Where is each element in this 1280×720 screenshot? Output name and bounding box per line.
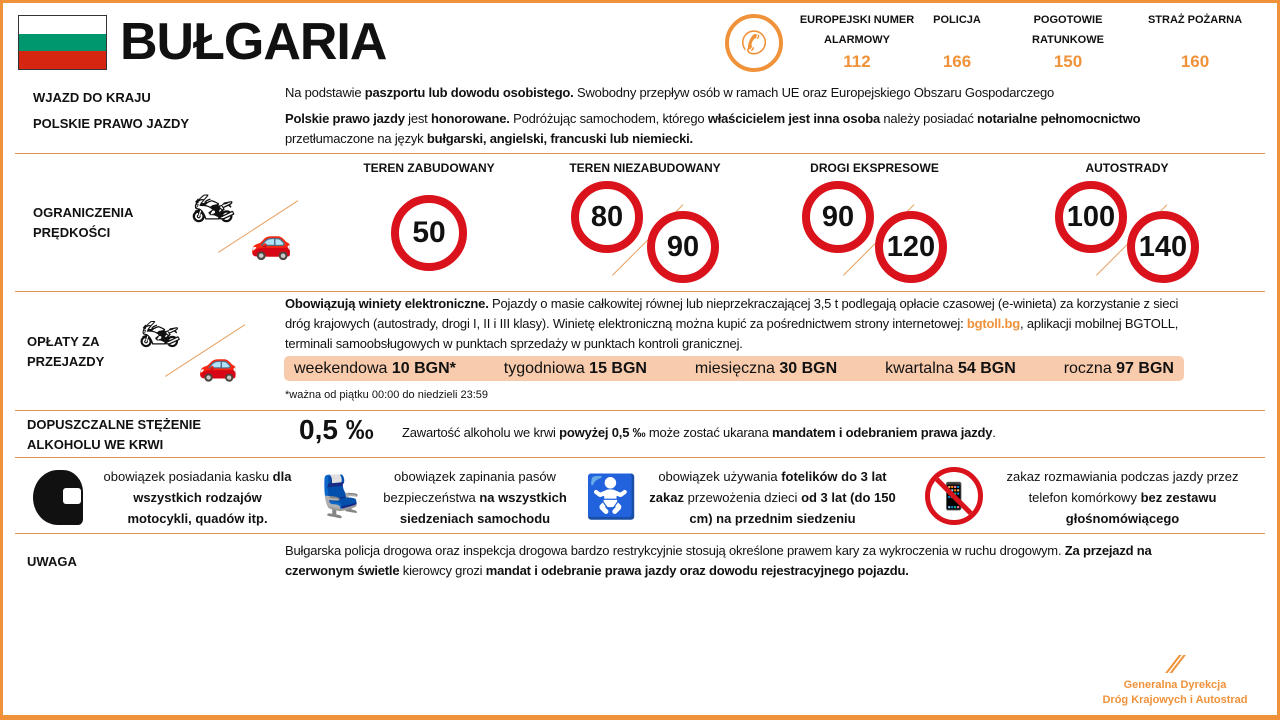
emergency-number: 112	[843, 52, 871, 71]
link-bgtoll[interactable]: bgtoll.bg	[966, 316, 1020, 331]
text-segment: przetłumaczone na język	[285, 131, 427, 146]
text-segment: .	[992, 425, 996, 440]
text-segment: na wszystkich siedzeniach samochodu	[399, 490, 567, 526]
emergency-label: POLICJA	[933, 14, 981, 26]
entry-label: WJAZD DO KRAJU	[33, 90, 151, 105]
rule-phone-text: zakaz rozmawiania podczas jazdy przez te…	[990, 466, 1255, 529]
speed-column-title: DROGI EKSPRESOWE	[810, 161, 939, 175]
alcohol-text: Zawartość alkoholu we krwi powyżej 0,5 ‰…	[402, 423, 1202, 443]
text-segment: fotelików do 3 lat zakaz	[649, 469, 887, 505]
phone-icon: ✆	[725, 14, 783, 72]
text-segment: kierowcy grozi	[399, 563, 486, 578]
text-segment: właścicielem jest inna osoba	[707, 111, 880, 126]
text-segment: dla wszystkich rodzajów motocykli, quadó…	[127, 469, 292, 526]
text-segment: Podróżując samochodem, którego	[509, 111, 708, 126]
no-phone-icon: 📱	[925, 467, 983, 525]
emergency-label: STRAŻ POŻARNA	[1147, 14, 1243, 26]
speed-sign-car: 90	[647, 211, 719, 283]
text-segment: mandatem i odebraniem prawa jazdy	[772, 425, 993, 440]
speed-sign: 50	[391, 195, 467, 271]
text-segment: Zawartość alkoholu we krwi	[402, 425, 560, 440]
car-icon: 🚗	[198, 346, 238, 382]
speed-sign-motorcycle: 100	[1055, 181, 1127, 253]
car-icon: 🚗	[250, 223, 293, 261]
text-segment: Bułgarska policja drogowa oraz inspekcja…	[285, 543, 1065, 558]
motorcycle-icon: 🏍	[140, 316, 181, 352]
speed-sign-car: 120	[875, 211, 947, 283]
entry-text: Na podstawie paszportu lub dowodu osobis…	[285, 83, 1245, 103]
rule-seatbelt-text: obowiązek zapinania pasów bezpieczeństwa…	[370, 466, 580, 529]
text-segment: bez zestawu głośnomówiącego	[1065, 490, 1217, 526]
bulgaria-flag	[18, 15, 107, 70]
speed-sign-motorcycle: 80	[571, 181, 643, 253]
tolls-footnote: *ważna od piątku 00:00 do niedzieli 23:5…	[285, 389, 489, 401]
alcohol-limit: 0,5 ‰	[299, 414, 374, 445]
text-segment: należy posiadać	[879, 111, 978, 126]
text-segment: powyżej 0,5 ‰	[559, 425, 646, 440]
text-segment: Za przejazd na czerwonym świetle	[285, 543, 1152, 578]
license-text: Polskie prawo jazdy jest honorowane. Pod…	[285, 109, 1185, 149]
text-segment: Pojazdy o masie całkowitej równej lub ni…	[285, 296, 1179, 331]
vignette-item: roczna 97 BGN	[1063, 359, 1174, 377]
speed-sign-car: 140	[1127, 211, 1199, 283]
text-segment: może zostać ukarana	[645, 425, 773, 440]
speed-column-title: AUTOSTRADY	[1085, 161, 1169, 175]
speed-column-title: TEREN NIEZABUDOWANY	[569, 161, 721, 175]
text-segment: zakaz rozmawiania podczas jazdy przez te…	[1006, 469, 1239, 505]
rule-helmet-text: obowiązek posiadania kasku dla wszystkic…	[100, 466, 295, 529]
rule-child-seat-text: obowiązek używania fotelików do 3 lat za…	[640, 466, 905, 529]
license-label: POLSKIE PRAWO JAZDY	[33, 116, 190, 131]
text-segment: Obowiązują winiety elektroniczne.	[285, 296, 489, 311]
seatbelt-icon: 💺	[316, 475, 366, 519]
tolls-text: Obowiązują winiety elektroniczne. Pojazd…	[285, 294, 1205, 354]
emergency-number: 160	[1180, 52, 1210, 71]
text-segment: bułgarski, angielski, francuski lub niem…	[426, 131, 693, 146]
text-segment: Na podstawie	[285, 85, 365, 100]
speed-sign-motorcycle: 90	[802, 181, 874, 253]
text-segment: obowiązek używania	[658, 469, 782, 484]
child-seat-icon: 🚼	[585, 473, 638, 520]
text-segment: mandat i odebranie prawa jazdy oraz dowo…	[485, 563, 909, 578]
note-label: UWAGA	[27, 554, 77, 569]
tolls-label: OPŁATY ZA PRZEJAZDY	[27, 334, 105, 369]
text-segment: , aplikacji mobilnej BGTOLL, terminali s…	[285, 316, 1179, 351]
vignette-item: tygodniowa 15 BGN	[503, 359, 647, 377]
speed-label: OGRANICZENIA PRĘDKOŚCI	[33, 205, 133, 240]
text-segment: obowiązek posiadania kasku	[103, 469, 273, 484]
vignette-prices: weekendowa 10 BGN* tygodniowa 15 BGN miesi…	[284, 356, 1184, 381]
text-segment: od 3 lat (do 150 cm) na przednim siedzen…	[689, 490, 896, 526]
emergency-number: 150	[1053, 52, 1083, 71]
gddkia-logo: ⁄⁄ Generalna Dyrekcja Dróg Krajowych i A…	[1090, 650, 1260, 708]
text-segment: obowiązek zapinania pasów bezpieczeństwa	[383, 469, 556, 505]
note-text: Bułgarska policja drogowa oraz inspekcja…	[285, 541, 1185, 581]
logo-mark-icon: ⁄⁄	[1170, 649, 1180, 679]
text-segment: paszportu lub dowodu osobistego.	[364, 85, 574, 100]
speed-column-title: TEREN ZABUDOWANY	[363, 161, 495, 175]
vignette-item: miesięczna 30 BGN	[694, 359, 838, 377]
text-segment: honorowane.	[431, 111, 510, 126]
country-title: BUŁGARIA	[120, 13, 387, 71]
motorcycle-icon: 🏍	[192, 190, 236, 228]
emergency-label: POGOTOWIE RATUNKOWE	[1032, 14, 1104, 46]
vignette-item: kwartalna 54 BGN	[885, 359, 1016, 377]
emergency-label: EUROPEJSKI NUMER ALARMOWY	[799, 14, 915, 46]
emergency-number: 166	[942, 52, 972, 71]
alcohol-label: DOPUSZCZALNE STĘŻENIE ALKOHOLU WE KRWI	[27, 417, 202, 452]
text-segment: Polskie prawo jazdy	[285, 111, 405, 126]
vignette-item: weekendowa 10 BGN*	[294, 359, 456, 377]
text-segment: Swobodny przepływ osób w ramach UE oraz …	[573, 85, 1055, 100]
helmet-icon	[33, 470, 83, 525]
text-segment: jest	[404, 111, 432, 126]
text-segment: przewożenia dzieci	[684, 490, 802, 505]
text-segment: notarialne pełnomocnictwo	[977, 111, 1141, 126]
